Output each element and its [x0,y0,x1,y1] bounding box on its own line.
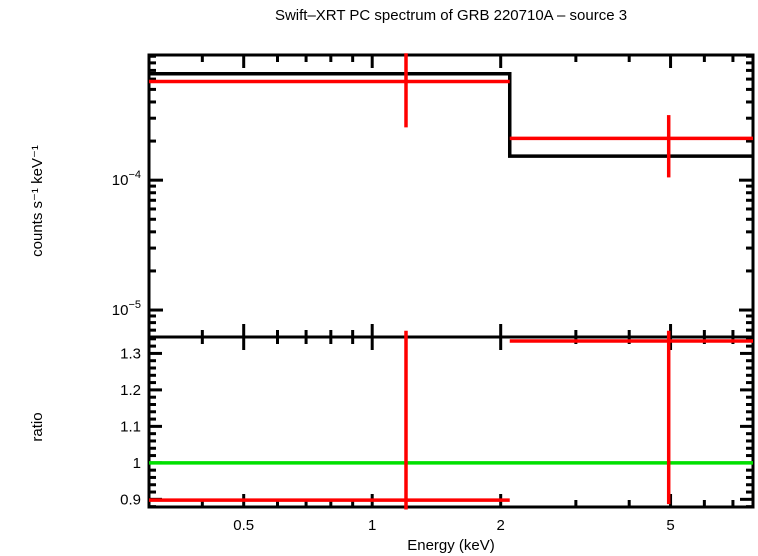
chart-generated-content: 0.5 1 2 5 10−5 10−4 0.9 1 1.1 1.2 1.3 [112,53,755,534]
flux-tick-label: 10−5 [112,299,141,319]
plot-title: Swift–XRT PC spectrum of GRB 220710A – s… [274,7,628,24]
ratio-tick-label: 1.2 [120,382,141,399]
spectrum-panel-frame [147,53,755,339]
flux-tick-label: 10−4 [112,169,141,189]
ratio-axis-label: ratio [29,412,46,441]
ratio-tick-label: 1.3 [120,345,141,362]
ratio-tick-label: 1.1 [120,418,141,435]
ratio-panel-frame [147,335,755,509]
energy-axis-label: Energy (keV) [407,537,495,554]
ratio-tick-label: 1 [133,455,141,472]
ratio-tick-label: 0.9 [120,491,141,508]
x-tick-label: 1 [368,517,376,534]
x-tick-label: 5 [666,517,674,534]
counts-axis-label: counts s⁻¹ keV⁻¹ [29,145,46,257]
model-line [149,71,753,158]
x-tick-label: 2 [497,517,505,534]
x-tick-label: 0.5 [233,517,254,534]
